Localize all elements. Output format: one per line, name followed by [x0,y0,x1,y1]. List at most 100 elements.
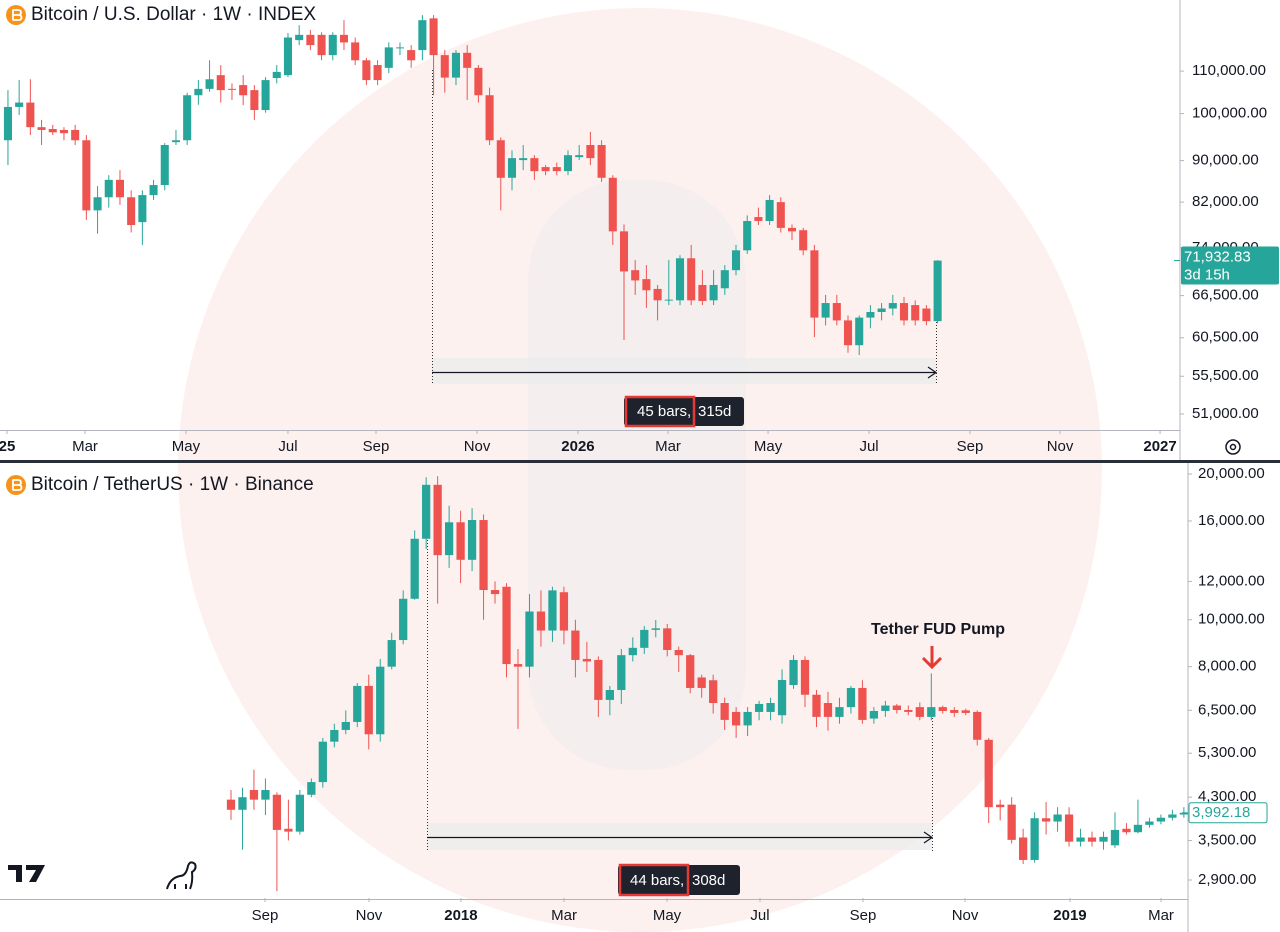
x-tick-label: Nov [356,907,383,924]
candle-body [877,308,886,312]
candle-body [353,685,362,722]
candle-body [619,231,629,272]
candle-body [239,85,248,96]
x-tick-label: 2027 [1143,438,1176,455]
candle-body [888,303,897,309]
candle-body [272,71,281,79]
candle-body [777,679,787,716]
candle-body [575,155,584,158]
candle-body [973,711,982,740]
countdown-label: 3d 15h [1184,267,1230,284]
x-tick-label: 2026 [561,438,594,455]
settings-icon-center [1229,443,1237,451]
candle-body [59,129,68,134]
candle-body [37,127,46,130]
candle-body [249,789,259,800]
candle-body [127,197,136,226]
candle-body [927,707,936,717]
candle-body [605,689,614,700]
annotation-arrowhead [921,656,943,670]
candle-body [663,628,672,651]
last-price-box [1188,802,1268,824]
candle-body [571,630,580,660]
candle-body [373,65,382,81]
candle-body [104,179,113,198]
candle-body [205,79,214,89]
candle-body [418,20,427,51]
candle-body [26,102,35,128]
candle-body [835,707,844,717]
candle-body [731,250,741,271]
candle-body [720,270,729,289]
candle-body [586,145,595,159]
candle-body [351,42,360,61]
candle-body [410,538,419,599]
last-price-label: 3,992.18 [1192,804,1250,821]
measure-days: 308d [692,872,725,889]
candle-body [922,308,931,322]
candle-body [1019,837,1028,860]
candle-body [821,303,830,318]
candle-body [642,279,651,291]
candle-body [675,258,685,301]
candle-body [171,140,180,143]
x-tick-label: Mar [655,438,681,455]
candle-body [843,320,853,346]
candle-body [474,67,483,96]
candle-body [709,284,718,301]
candle-body [787,227,797,232]
candle-body [617,655,626,690]
candle-body [284,828,293,832]
candle-body [1156,817,1166,822]
y-tick-label: 6,500.00 [1198,701,1256,718]
candle-body [3,106,12,141]
candle-body [582,658,592,662]
annotation: Tether FUD Pump [871,621,1005,638]
candle-body [631,270,640,281]
candle-body [597,145,606,178]
candle-body [227,88,236,90]
candle-body [832,303,841,321]
chart-title: Bitcoin / TetherUS · 1W · Binance [31,474,314,495]
plot [3,15,1188,892]
candle-body [1110,829,1120,846]
candle-body [330,729,339,742]
candle-body [216,75,225,91]
candle-body [754,217,763,222]
candle-body [339,34,349,43]
candle-body [479,520,488,591]
candle-body [800,659,810,695]
chart-title: Bitcoin / U.S. Dollar · 1W · INDEX [31,4,316,25]
candle-body [513,664,523,667]
candle-body [899,303,909,321]
candle-body [1168,814,1177,818]
candle-body [93,197,102,211]
candle-body [362,60,371,81]
candle-body [766,703,775,712]
candle-body [608,177,617,232]
candle-body [686,655,695,688]
candle-body [984,739,993,808]
candle-body [709,680,718,704]
x-tick-label: Jul [750,907,769,924]
candle-body [869,710,879,719]
candle-body [490,590,500,595]
x-tick-label: Mar [1148,907,1174,924]
y-tick-label: 3,500.00 [1198,831,1256,848]
settings-icon[interactable] [1225,439,1241,455]
candle-body [433,484,442,556]
candle-body [444,522,454,556]
y-tick-label: 16,000.00 [1198,512,1265,529]
y-tick-label: 55,500.00 [1192,367,1259,384]
last-price-label: 71,932.83 [1184,249,1251,266]
candle-body [507,158,517,178]
candle-body [950,710,959,713]
candle-body [743,221,752,251]
measure-highlight [618,863,690,897]
candle-body [881,705,890,711]
candle-body [823,703,833,717]
candle-body [306,34,315,46]
candle-body [961,710,970,713]
candle-body [731,711,741,726]
candle-body [628,647,637,656]
